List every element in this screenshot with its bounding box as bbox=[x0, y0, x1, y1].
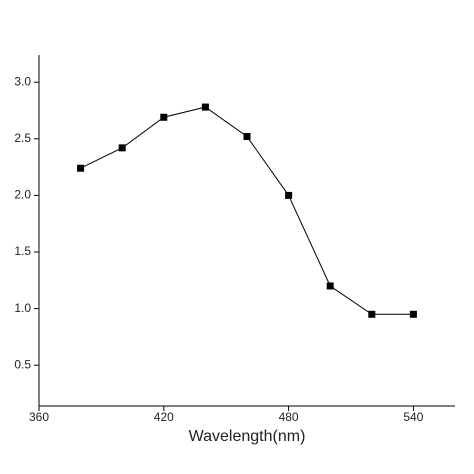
x-tick-label: 480 bbox=[279, 410, 299, 424]
data-point bbox=[326, 282, 334, 290]
data-point bbox=[160, 113, 168, 121]
data-point bbox=[285, 191, 293, 199]
x-tick-label: 360 bbox=[29, 410, 49, 424]
data-point bbox=[201, 103, 209, 111]
data-point bbox=[243, 133, 251, 141]
x-tick-label: 540 bbox=[403, 410, 423, 424]
data-point bbox=[118, 144, 126, 152]
y-tick-label: 1.5 bbox=[14, 244, 31, 258]
data-point bbox=[368, 310, 376, 318]
x-tick-label: 420 bbox=[154, 410, 174, 424]
data-point bbox=[409, 310, 417, 318]
y-tick-label: 0.5 bbox=[14, 357, 31, 371]
y-tick-label: 2.5 bbox=[14, 131, 31, 145]
y-tick-label: 2.0 bbox=[14, 188, 31, 202]
data-point bbox=[77, 164, 85, 172]
y-tick-label: 1.0 bbox=[14, 301, 31, 315]
y-tick-label: 3.0 bbox=[14, 74, 31, 88]
x-axis-label: Wavelength(nm) bbox=[189, 428, 306, 445]
